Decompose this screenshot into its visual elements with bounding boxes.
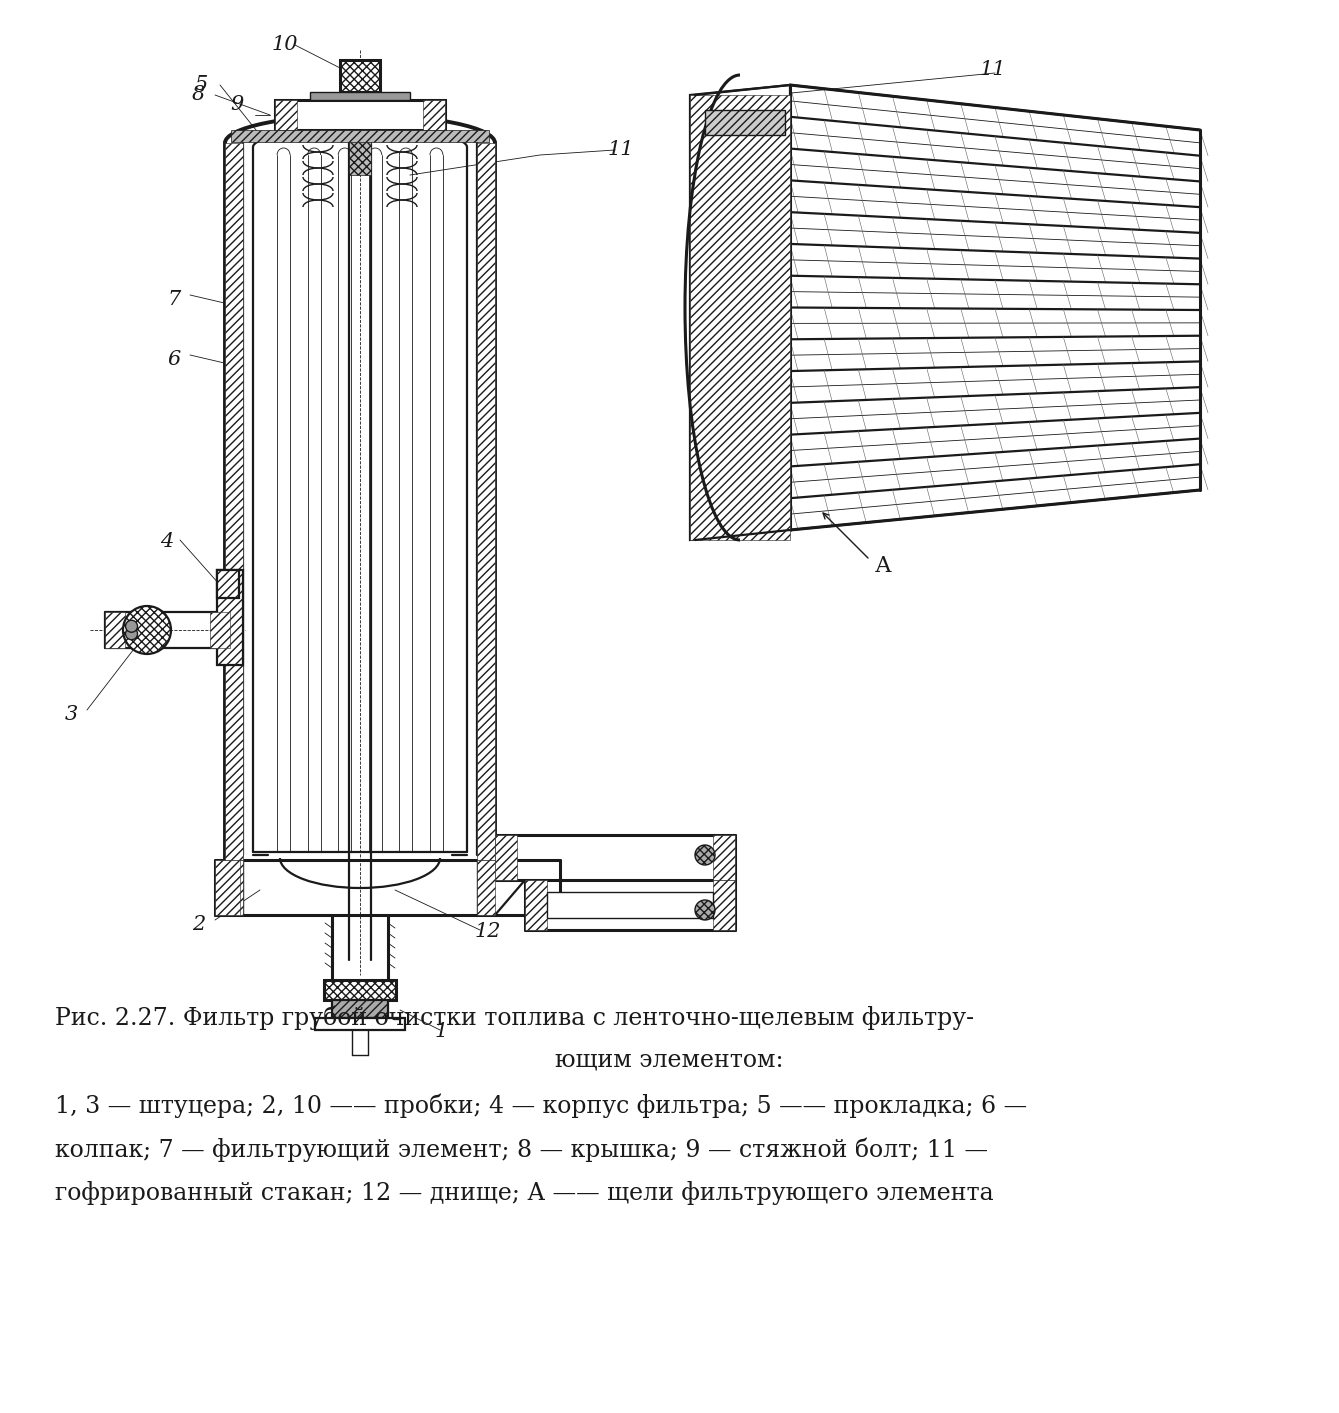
Text: колпак; 7 — фильтрующий элемент; 8 — крышка; 9 — стяжной болт; 11 —: колпак; 7 — фильтрующий элемент; 8 — кры…	[55, 1137, 988, 1161]
Polygon shape	[225, 143, 495, 861]
Text: 6: 6	[167, 350, 181, 369]
Bar	[274, 100, 297, 130]
Text: 12: 12	[475, 923, 502, 941]
Bar	[232, 130, 489, 141]
Bar	[548, 892, 712, 918]
Text: Рис. 2.27. Фильтр грубой очистки топлива с ленточно-щелевым фильтру-: Рис. 2.27. Фильтр грубой очистки топлива…	[55, 1005, 973, 1030]
Bar	[712, 835, 735, 880]
Ellipse shape	[695, 845, 715, 865]
Bar	[225, 143, 242, 861]
Text: 9: 9	[230, 95, 244, 114]
Bar	[332, 1000, 388, 1017]
Ellipse shape	[126, 627, 138, 640]
Text: 5: 5	[195, 75, 209, 95]
Bar	[315, 1017, 404, 1030]
Ellipse shape	[123, 606, 171, 654]
Text: 8: 8	[191, 85, 205, 105]
Text: 11: 11	[608, 140, 635, 160]
Text: ющим элементом:: ющим элементом:	[554, 1048, 783, 1072]
Polygon shape	[690, 85, 790, 540]
Bar	[225, 861, 242, 916]
Bar	[311, 92, 410, 100]
Bar	[217, 569, 242, 666]
Bar	[340, 59, 380, 92]
Text: А: А	[874, 555, 892, 577]
Text: 10: 10	[272, 35, 299, 54]
Bar	[477, 861, 495, 916]
Polygon shape	[790, 85, 1200, 530]
Bar	[274, 100, 445, 130]
Bar	[706, 110, 785, 136]
Text: 4: 4	[159, 533, 173, 551]
Bar	[525, 880, 548, 930]
Text: 7: 7	[167, 290, 181, 309]
Bar	[210, 612, 230, 649]
Bar	[324, 981, 396, 1000]
Bar	[217, 569, 238, 598]
Bar	[477, 143, 495, 861]
Bar	[423, 100, 445, 130]
Bar	[712, 880, 735, 930]
Ellipse shape	[126, 620, 138, 632]
Text: 3: 3	[66, 705, 78, 723]
Text: 11: 11	[980, 59, 1007, 79]
Text: гофрированный стакан; 12 — днище; А —— щели фильтрующего элемента: гофрированный стакан; 12 — днище; А —— щ…	[55, 1181, 994, 1205]
Bar	[495, 835, 517, 880]
Text: 2: 2	[191, 916, 205, 934]
Text: 1: 1	[435, 1022, 449, 1041]
Text: 1, 3 — штуцера; 2, 10 —— пробки; 4 — корпус фильтра; 5 —— прокладка; 6 —: 1, 3 — штуцера; 2, 10 —— пробки; 4 — кор…	[55, 1094, 1027, 1118]
Bar	[104, 612, 125, 649]
Ellipse shape	[695, 900, 715, 920]
Bar	[349, 136, 371, 175]
Bar	[216, 861, 240, 916]
Bar	[690, 95, 790, 540]
